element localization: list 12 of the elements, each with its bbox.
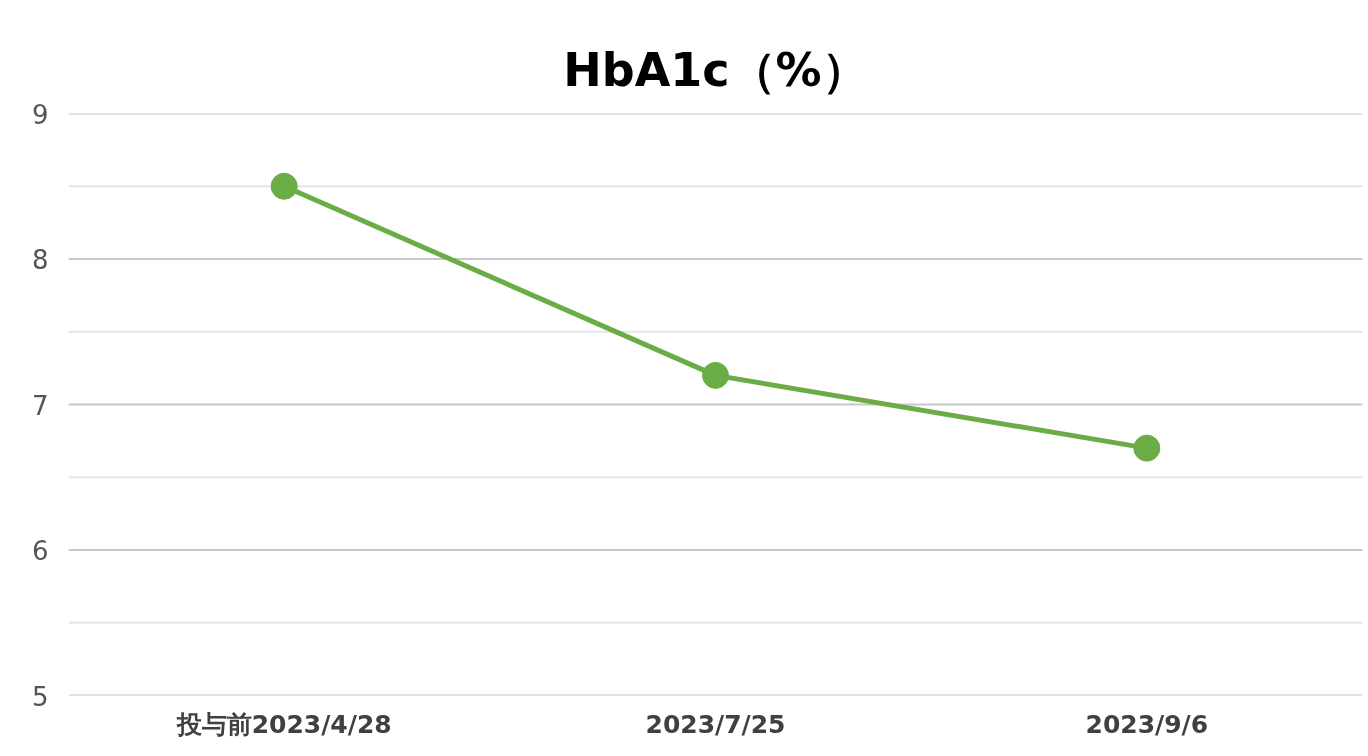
chart-title: HbA1c（%） xyxy=(563,42,868,97)
y-tick-label: 6 xyxy=(31,536,49,566)
point xyxy=(702,361,729,389)
point xyxy=(270,172,298,200)
point xyxy=(1133,434,1161,462)
y-tick-label: 8 xyxy=(31,245,49,275)
x-tick-label: 2023/9/6 xyxy=(1085,709,1209,739)
y-tick-label: 7 xyxy=(31,390,49,421)
x-tick-label: 2023/7/25 xyxy=(645,709,786,739)
x-tick-label: 投与前2023/4/28 xyxy=(175,709,392,739)
y-tick-label: 5 xyxy=(31,681,49,712)
y-tick-label: 9 xyxy=(31,99,49,130)
